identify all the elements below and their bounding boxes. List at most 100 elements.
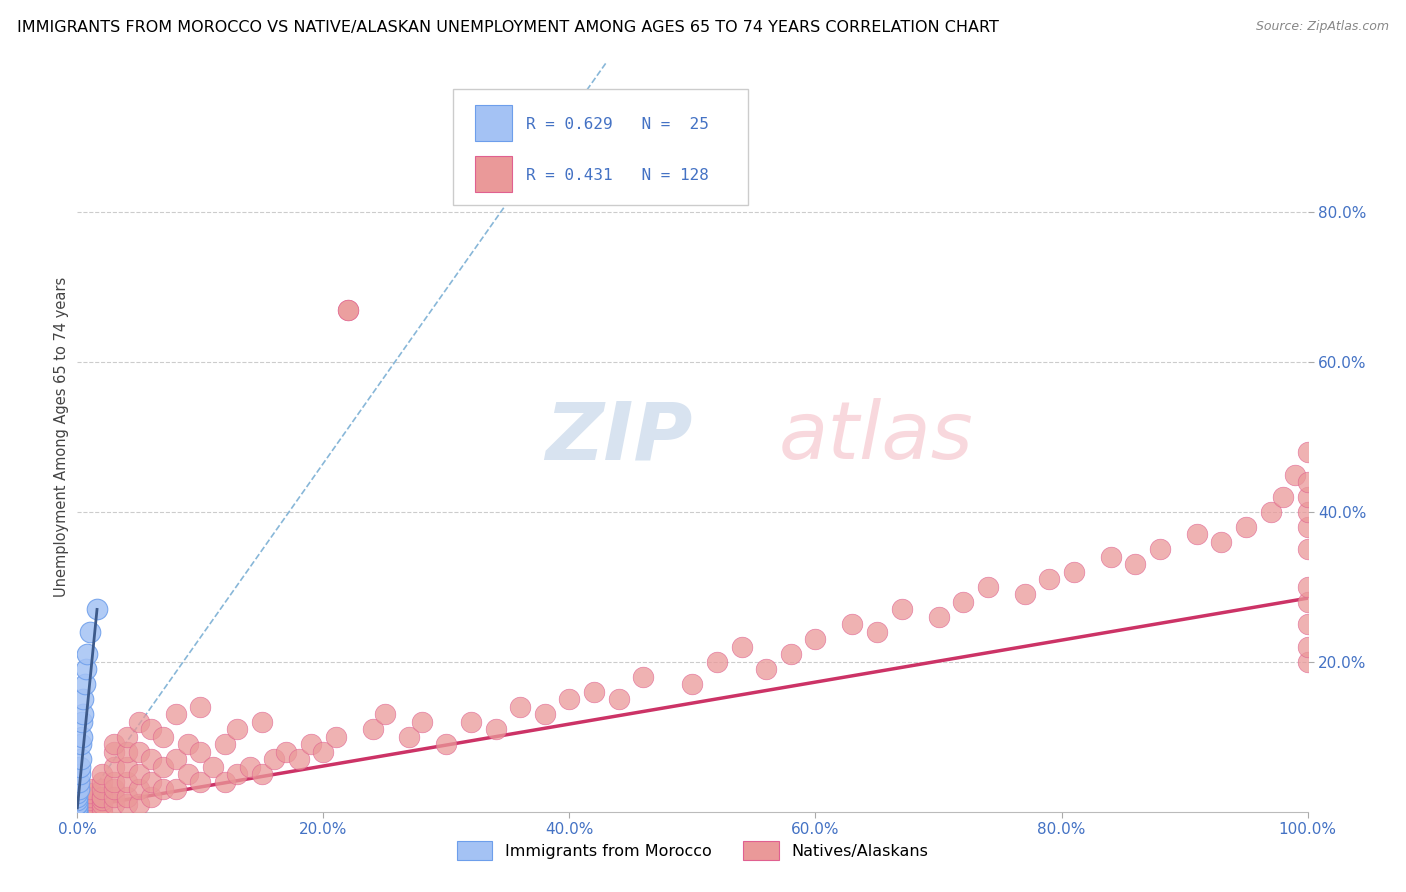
- Point: [288, 752, 311, 766]
- Point: [79, 624, 101, 639]
- Point: [436, 737, 458, 751]
- Point: [1038, 573, 1060, 587]
- Point: [152, 730, 174, 744]
- Point: [1014, 587, 1036, 601]
- Point: [70, 714, 93, 729]
- Point: [1284, 467, 1306, 482]
- Point: [177, 737, 200, 751]
- Point: [70, 730, 93, 744]
- Point: [128, 714, 150, 729]
- Point: [79, 801, 101, 815]
- Point: [201, 760, 224, 774]
- Point: [90, 793, 114, 807]
- Point: [165, 707, 187, 722]
- Point: [128, 767, 150, 781]
- Text: Source: ZipAtlas.com: Source: ZipAtlas.com: [1256, 20, 1389, 33]
- Point: [583, 685, 606, 699]
- Point: [276, 745, 298, 759]
- Point: [1099, 549, 1122, 564]
- Point: [1125, 558, 1147, 572]
- Point: [66, 805, 89, 819]
- Point: [1296, 640, 1319, 654]
- Point: [337, 302, 360, 317]
- Point: [70, 752, 93, 766]
- Point: [90, 789, 114, 804]
- Point: [79, 797, 101, 812]
- Point: [214, 737, 236, 751]
- Point: [90, 801, 114, 815]
- Legend: Immigrants from Morocco, Natives/Alaskans: Immigrants from Morocco, Natives/Alaskan…: [457, 841, 928, 860]
- Point: [66, 789, 89, 804]
- Point: [755, 662, 778, 676]
- Point: [928, 610, 950, 624]
- FancyBboxPatch shape: [475, 155, 512, 192]
- Point: [103, 774, 125, 789]
- Point: [1296, 580, 1319, 594]
- Point: [79, 793, 101, 807]
- Point: [1272, 490, 1295, 504]
- Point: [90, 805, 114, 819]
- Point: [1296, 475, 1319, 489]
- Point: [86, 602, 108, 616]
- Point: [103, 760, 125, 774]
- Point: [115, 774, 138, 789]
- Point: [1211, 535, 1233, 549]
- Point: [128, 797, 150, 812]
- Point: [890, 602, 912, 616]
- Point: [226, 723, 249, 737]
- Point: [90, 789, 114, 804]
- Point: [299, 737, 322, 751]
- Point: [607, 692, 630, 706]
- Point: [141, 752, 163, 766]
- Point: [66, 801, 89, 815]
- Point: [141, 789, 163, 804]
- Point: [76, 648, 98, 662]
- Point: [90, 774, 114, 789]
- Point: [66, 801, 89, 815]
- Point: [103, 789, 125, 804]
- Point: [188, 745, 212, 759]
- Point: [141, 723, 163, 737]
- Point: [1149, 542, 1171, 557]
- Point: [67, 782, 90, 797]
- Point: [226, 767, 249, 781]
- Point: [633, 670, 655, 684]
- Point: [79, 805, 101, 819]
- Point: [66, 805, 89, 819]
- Point: [66, 805, 89, 819]
- Point: [509, 699, 531, 714]
- Point: [165, 752, 187, 766]
- Point: [534, 707, 557, 722]
- Point: [66, 786, 89, 800]
- Point: [398, 730, 420, 744]
- Point: [682, 677, 704, 691]
- Point: [337, 302, 360, 317]
- Point: [152, 782, 174, 797]
- Point: [312, 745, 335, 759]
- Point: [485, 723, 508, 737]
- Point: [1296, 595, 1319, 609]
- Point: [1260, 505, 1282, 519]
- Point: [460, 714, 482, 729]
- Point: [1063, 565, 1085, 579]
- Point: [66, 789, 89, 804]
- Point: [103, 745, 125, 759]
- Point: [152, 760, 174, 774]
- Point: [66, 805, 89, 819]
- Point: [66, 805, 89, 819]
- Point: [325, 730, 347, 744]
- Point: [361, 723, 384, 737]
- Point: [66, 797, 89, 812]
- Point: [67, 774, 90, 789]
- Point: [177, 767, 200, 781]
- Point: [1296, 445, 1319, 459]
- Point: [374, 707, 396, 722]
- Point: [66, 805, 89, 819]
- Point: [115, 745, 138, 759]
- Point: [731, 640, 754, 654]
- Point: [115, 797, 138, 812]
- Text: atlas: atlas: [779, 398, 973, 476]
- Point: [66, 805, 89, 819]
- FancyBboxPatch shape: [453, 88, 748, 205]
- Point: [558, 692, 581, 706]
